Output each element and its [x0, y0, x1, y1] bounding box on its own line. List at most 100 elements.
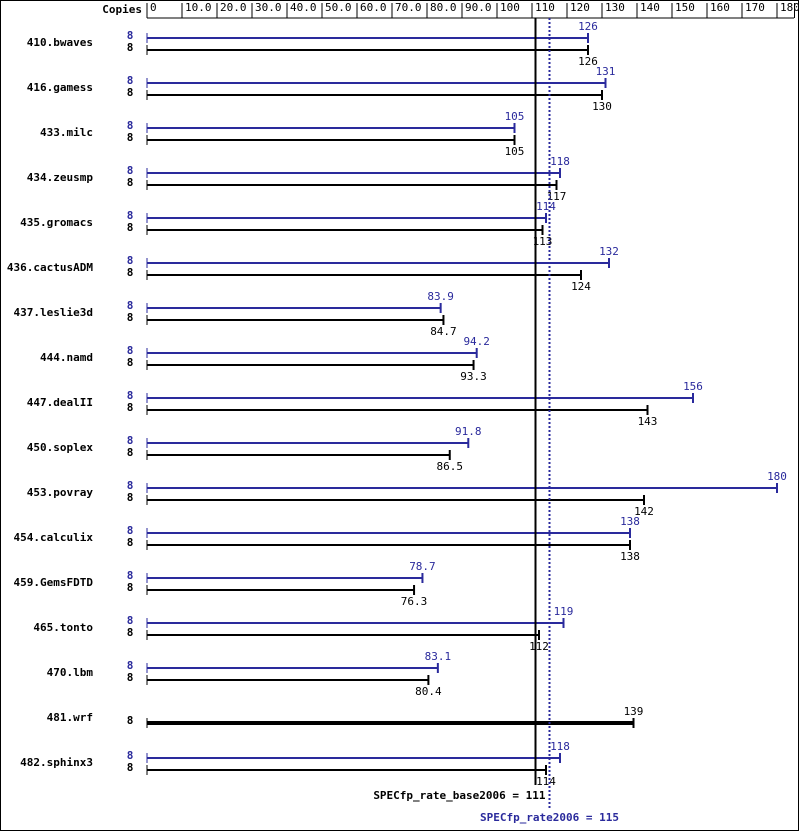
value-label: 143 [638, 415, 658, 428]
copies-label: 8 [127, 581, 134, 594]
copies-label: 8 [127, 401, 134, 414]
value-label: 105 [505, 145, 525, 158]
copies-label: 8 [127, 749, 134, 762]
copies-label: 8 [127, 164, 134, 177]
x-tick-label: 170 [745, 1, 765, 14]
copies-label: 8 [127, 614, 134, 627]
copies-label: 8 [127, 311, 134, 324]
copies-label: 8 [127, 569, 134, 582]
copies-label: 8 [127, 491, 134, 504]
x-tick-label: 150 [675, 1, 695, 14]
reference-label: SPECfp_rate_base2006 = 111 [373, 789, 546, 802]
value-label: 118 [550, 740, 570, 753]
copies-label: 8 [127, 434, 134, 447]
value-label: 119 [554, 605, 574, 618]
copies-label: 8 [127, 254, 134, 267]
x-tick-label: 160 [710, 1, 730, 14]
value-label: 117 [547, 190, 567, 203]
x-tick-label: 50.0 [325, 1, 352, 14]
x-tick-label: 20.0 [220, 1, 247, 14]
benchmark-label: 437.leslie3d [14, 306, 93, 319]
copies-label: 8 [127, 74, 134, 87]
benchmark-label: 434.zeusmp [27, 171, 94, 184]
benchmark-label: 453.povray [27, 486, 94, 499]
benchmark-label: 433.milc [40, 126, 93, 139]
value-label: 94.2 [463, 335, 490, 348]
copies-label: 8 [127, 671, 134, 684]
value-label: 84.7 [430, 325, 457, 338]
value-label: 76.3 [401, 595, 428, 608]
benchmark-label: 482.sphinx3 [20, 756, 93, 769]
x-tick-label: 70.0 [395, 1, 422, 14]
copies-label: 8 [127, 266, 134, 279]
value-label: 124 [571, 280, 591, 293]
copies-label: 8 [127, 356, 134, 369]
value-label: 91.8 [455, 425, 482, 438]
x-tick-label: 140 [640, 1, 660, 14]
copies-label: 8 [127, 714, 134, 727]
value-label: 156 [683, 380, 703, 393]
benchmark-label: 410.bwaves [27, 36, 93, 49]
x-tick-label: 80.0 [430, 1, 457, 14]
value-label: 118 [550, 155, 570, 168]
x-tick-label: 40.0 [290, 1, 317, 14]
x-tick-label: 10.0 [185, 1, 212, 14]
x-tick-label: 100 [500, 1, 520, 14]
copies-label: 8 [127, 626, 134, 639]
value-label: 139 [624, 705, 644, 718]
value-label: 93.3 [460, 370, 487, 383]
reference-label: SPECfp_rate2006 = 115 [480, 811, 619, 824]
benchmark-label: 435.gromacs [20, 216, 93, 229]
copies-label: 8 [127, 299, 134, 312]
benchmark-label: 470.lbm [47, 666, 94, 679]
value-label: 86.5 [437, 460, 464, 473]
x-tick-label: 130 [605, 1, 625, 14]
value-label: 126 [578, 20, 598, 33]
value-label: 105 [505, 110, 525, 123]
x-tick-label: 120 [570, 1, 590, 14]
copies-label: 8 [127, 86, 134, 99]
copies-label: 8 [127, 389, 134, 402]
value-label: 130 [592, 100, 612, 113]
benchmark-label: 454.calculix [14, 531, 94, 544]
x-tick-label: 180 [780, 1, 799, 14]
x-tick-label: 110 [535, 1, 555, 14]
copies-header: Copies [102, 3, 142, 16]
benchmark-label: 459.GemsFDTD [14, 576, 94, 589]
value-label: 114 [536, 775, 556, 788]
benchmark-label: 450.soplex [27, 441, 94, 454]
copies-label: 8 [127, 41, 134, 54]
copies-label: 8 [127, 29, 134, 42]
value-label: 138 [620, 515, 640, 528]
copies-label: 8 [127, 479, 134, 492]
value-label: 180 [767, 470, 787, 483]
value-label: 138 [620, 550, 640, 563]
value-label: 112 [529, 640, 549, 653]
copies-label: 8 [127, 536, 134, 549]
copies-label: 8 [127, 209, 134, 222]
benchmark-label: 436.cactusADM [7, 261, 93, 274]
value-label: 83.1 [425, 650, 452, 663]
value-label: 114 [536, 200, 556, 213]
x-tick-label: 60.0 [360, 1, 387, 14]
x-tick-label: 30.0 [255, 1, 282, 14]
value-label: 78.7 [409, 560, 436, 573]
benchmark-label: 465.tonto [33, 621, 93, 634]
benchmark-label: 481.wrf [47, 711, 93, 724]
benchmark-label: 447.dealII [27, 396, 93, 409]
copies-label: 8 [127, 176, 134, 189]
x-tick-label: 0 [150, 1, 157, 14]
copies-label: 8 [127, 221, 134, 234]
copies-label: 8 [127, 761, 134, 774]
x-tick-label: 90.0 [465, 1, 492, 14]
x-tick-label: 185 [798, 1, 799, 14]
value-label: 131 [596, 65, 616, 78]
copies-label: 8 [127, 119, 134, 132]
copies-label: 8 [127, 524, 134, 537]
value-label: 142 [634, 505, 654, 518]
copies-label: 8 [127, 446, 134, 459]
copies-label: 8 [127, 344, 134, 357]
copies-label: 8 [127, 131, 134, 144]
